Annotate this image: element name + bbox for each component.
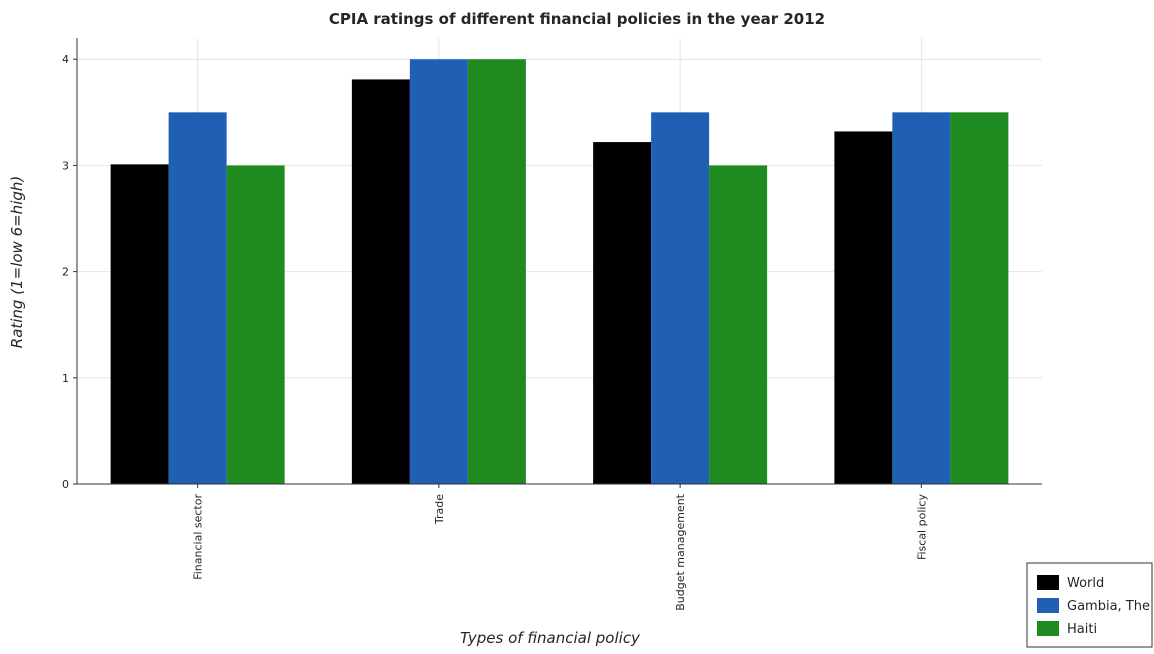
bar-world-3 [834,131,893,484]
bar-haiti-0 [226,165,285,484]
x-tick-label: Budget management [674,493,687,610]
legend-swatch [1037,621,1059,636]
bar-haiti-2 [709,165,768,484]
axes [73,38,1042,488]
legend-swatch [1037,598,1059,613]
bar-world-1 [351,79,410,485]
legend-swatch [1037,575,1059,590]
bar-gambia-the-0 [168,112,227,484]
chart-title: CPIA ratings of different financial poli… [329,10,825,28]
x-tick-label: Financial sector [192,494,205,580]
x-tick-label: Trade [433,494,446,525]
y-tick-label: 0 [62,478,69,491]
y-tick-label: 4 [62,53,69,66]
y-tick-label: 1 [62,372,69,385]
bar-haiti-3 [950,112,1009,484]
legend-label: Haiti [1067,622,1097,637]
y-tick-label: 2 [62,266,69,279]
legend: World Gambia, The Haiti [1026,562,1153,648]
bar-world-2 [593,142,652,485]
bars [110,59,1009,485]
bar-haiti-1 [467,59,526,484]
y-axis-label: Rating (1=low 6=high) [8,176,26,348]
bar-gambia-the-3 [892,112,951,484]
legend-label: World [1067,576,1104,591]
y-tick-label: 3 [62,159,69,172]
bar-gambia-the-1 [409,59,468,484]
tick-labels: 0 1 2 3 4 Financial sector Trade Budget managem… [62,53,928,611]
x-axis-label: Types of financial policy [460,629,641,647]
bar-world-0 [110,164,169,484]
bar-gambia-the-2 [651,112,710,484]
legend-label: Gambia, The [1067,599,1150,614]
x-tick-label: Fiscal policy [915,494,928,561]
